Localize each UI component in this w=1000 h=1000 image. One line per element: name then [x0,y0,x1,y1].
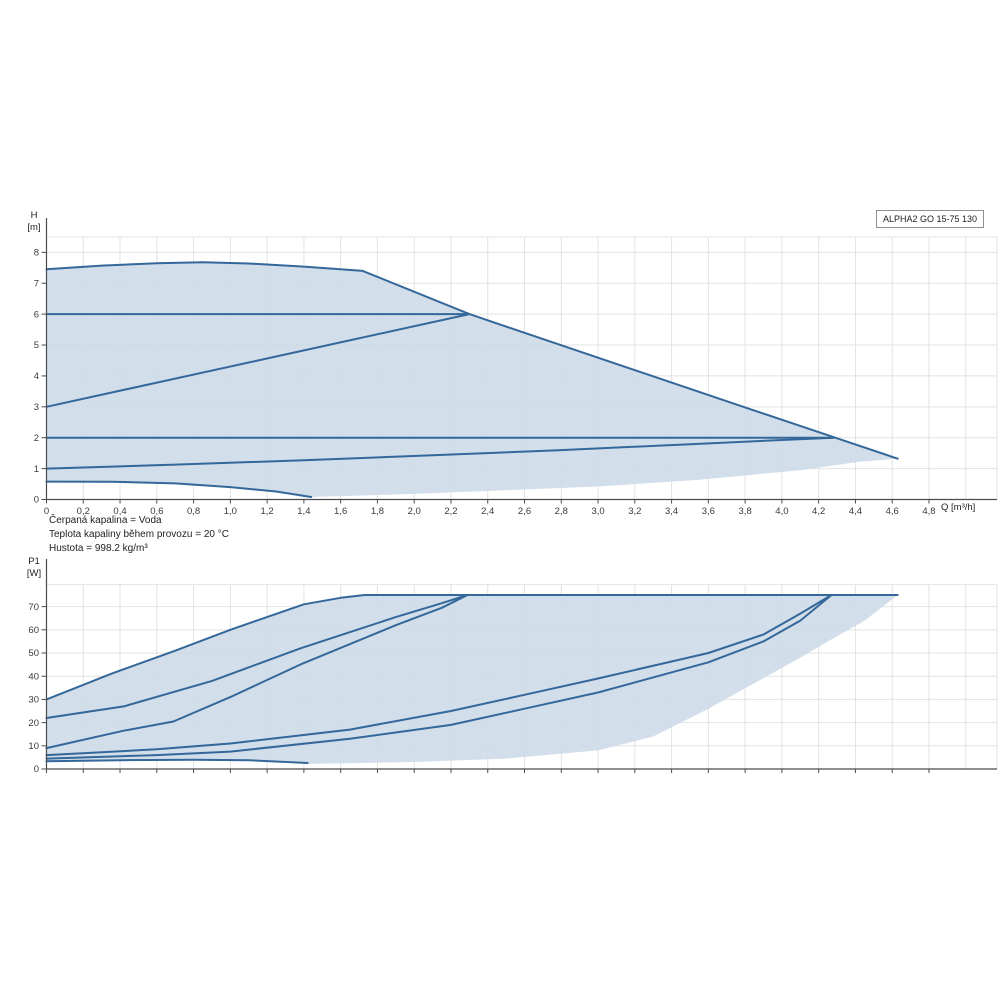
min-speed-power [45,758,309,764]
y-tick-label: 70 [28,602,39,613]
x-tick-label: 1,0 [224,506,237,517]
constant-pressure-2m-power [45,594,833,757]
x-tick-label: 4,2 [812,506,825,517]
x-tick-label: 1,2 [261,506,274,517]
constant-pressure-6m-power [45,594,469,719]
y-tick-label: 20 [28,718,39,729]
head-axis-label: H [m] [21,210,47,234]
x-tick-label: 3,8 [739,506,752,517]
x-tick-label: 1,8 [371,506,384,517]
fluid-info-block: Čerpaná kapalina = Voda Teplota kapaliny… [49,514,229,556]
power-axis-symbol: P1 [28,556,40,567]
liquid-temperature-line: Teplota kapaliny během provozu = 20 °C [49,529,229,540]
x-tick-label: 2,6 [518,506,531,517]
max-speed-curve [45,261,899,460]
x-tick-label: 2,0 [408,506,421,517]
x-tick-label: 1,6 [334,506,347,517]
min-speed-curve [45,480,313,498]
y-tick-label: 1 [34,464,39,475]
y-tick-label: 40 [28,671,39,682]
x-tick-label: 3,4 [665,506,678,517]
max-speed-power [45,594,899,701]
proportional-pressure-high [45,313,471,408]
y-tick-label: 10 [28,741,39,752]
x-tick-label: 4,6 [886,506,899,517]
x-tick-label: 3,6 [702,506,715,517]
x-tick-label: 0,2 [77,506,90,517]
x-tick-label: 0,6 [150,506,163,517]
y-tick-label: 5 [34,340,39,351]
y-tick-label: 30 [28,695,39,706]
x-tick-label: 2,8 [555,506,568,517]
y-tick-label: 50 [28,648,39,659]
operating-envelope [46,595,898,764]
proportional-pressure-low [45,436,835,470]
x-tick-label: 0,4 [113,506,126,517]
power-axis-label: P1 [W] [21,556,47,580]
y-tick-label: 0 [34,495,39,506]
proportional-pressure-low-power [45,594,833,760]
x-tick-label: 1,4 [297,506,310,517]
pumped-liquid-line: Čerpaná kapalina = Voda [49,515,162,526]
pump-model-badge: ALPHA2 GO 15-75 130 [876,210,984,228]
y-tick-label: 6 [34,309,39,320]
y-tick-label: 0 [34,764,39,775]
proportional-pressure-high-power [45,594,469,750]
x-tick-label: 0 [44,506,49,517]
density-line: Hustota = 998.2 kg/m³ [49,543,148,554]
flow-axis-label: Q [m³/h] [941,502,976,513]
x-tick-label: 4,4 [849,506,862,517]
x-tick-label: 3,0 [591,506,604,517]
y-tick-label: 2 [34,433,39,444]
y-tick-label: 4 [34,371,39,382]
head-axis-symbol: H [30,210,38,221]
x-tick-label: 3,2 [628,506,641,517]
x-tick-label: 2,4 [481,506,494,517]
y-tick-label: 8 [34,248,39,259]
y-tick-label: 60 [28,625,39,636]
y-tick-label: 3 [34,402,39,413]
x-tick-label: 0,8 [187,506,200,517]
y-tick-label: 7 [34,278,39,289]
x-tick-label: 4,8 [922,506,935,517]
head-axis-unit: [m] [27,222,41,233]
x-tick-label: 4,0 [775,506,788,517]
x-tick-label: 2,2 [444,506,457,517]
power-axis-unit: [W] [26,568,42,579]
